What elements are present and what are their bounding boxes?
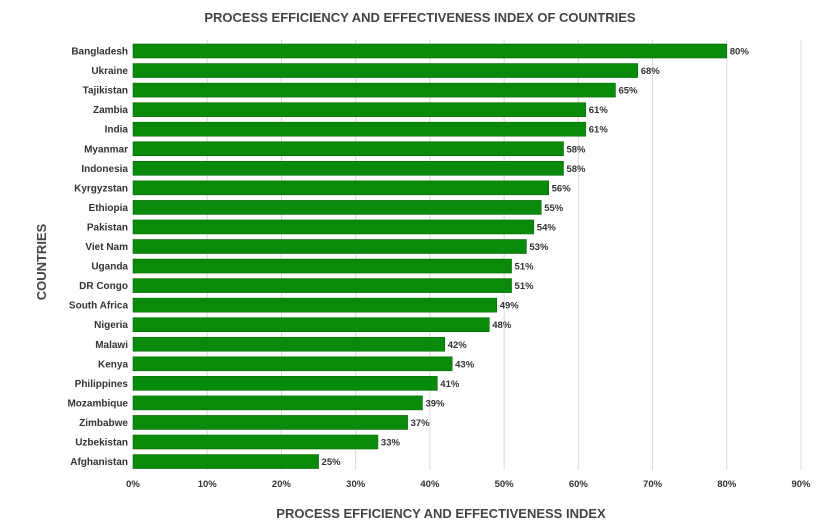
category-label: South Africa — [69, 301, 129, 312]
category-label: Uganda — [91, 262, 128, 273]
bar — [132, 161, 564, 176]
category-label: Mozambique — [67, 398, 128, 409]
bar — [132, 454, 319, 469]
bar — [132, 141, 564, 157]
data-label: 42% — [448, 340, 468, 351]
bar — [132, 82, 616, 98]
bar — [132, 200, 542, 215]
bar — [132, 180, 549, 196]
x-tick-label: 40% — [420, 479, 440, 490]
data-label: 80% — [730, 47, 750, 58]
category-label: Viet Nam — [85, 242, 128, 253]
category-label: Bangladesh — [71, 47, 128, 58]
bar — [132, 102, 587, 117]
category-label: Zambia — [93, 105, 128, 116]
category-label: Pakistan — [87, 222, 128, 233]
category-label: Philippines — [75, 379, 129, 390]
bar — [132, 63, 639, 78]
data-label: 54% — [537, 222, 557, 233]
bar — [132, 258, 512, 274]
data-label: 68% — [641, 66, 661, 77]
data-label: 25% — [322, 457, 342, 468]
category-label: Ethiopia — [89, 203, 129, 214]
y-axis-title: COUNTRIES — [34, 223, 49, 300]
category-label: Tajikistan — [83, 86, 128, 97]
data-label: 58% — [566, 164, 586, 175]
bar — [132, 376, 438, 391]
category-label: Kyrgyzstan — [74, 183, 128, 194]
x-tick-label: 10% — [198, 479, 218, 490]
category-label: Nigeria — [94, 320, 128, 331]
x-axis-title: PROCESS EFFICIENCY AND EFFECTIVENESS IND… — [276, 506, 606, 521]
data-label: 65% — [618, 86, 638, 97]
category-label: Ukraine — [91, 66, 128, 77]
bar — [132, 434, 379, 450]
bar — [132, 219, 535, 235]
data-label: 51% — [515, 281, 535, 292]
category-label: Malawi — [95, 340, 128, 351]
category-label: Kenya — [98, 359, 128, 370]
x-tick-label: 0% — [126, 479, 140, 490]
x-tick-label: 60% — [569, 479, 589, 490]
data-label: 39% — [425, 398, 445, 409]
data-label: 33% — [381, 438, 401, 449]
data-label: 58% — [566, 144, 586, 155]
category-label: DR Congo — [79, 281, 128, 292]
category-label: Afghanistan — [70, 457, 128, 468]
data-label: 53% — [529, 242, 549, 253]
x-tick-label: 80% — [717, 479, 737, 490]
data-label: 55% — [544, 203, 564, 214]
bar — [132, 336, 446, 352]
category-label: Zimbabwe — [79, 418, 128, 429]
bar — [132, 297, 497, 313]
data-label: 48% — [492, 320, 512, 331]
category-label: India — [105, 125, 129, 136]
x-tick-label: 70% — [643, 479, 663, 490]
bar-layer — [132, 43, 728, 469]
data-label: 41% — [440, 379, 460, 390]
chart-title: PROCESS EFFICIENCY AND EFFECTIVENESS IND… — [204, 10, 636, 25]
x-tick-label: 90% — [791, 479, 811, 490]
data-label: 43% — [455, 359, 475, 370]
category-label: Uzbekistan — [75, 438, 128, 449]
data-label: 61% — [589, 125, 609, 136]
bar — [132, 356, 453, 372]
bar — [132, 415, 408, 430]
x-tick-label: 30% — [346, 479, 366, 490]
category-label: Indonesia — [81, 164, 128, 175]
tick-layer: 0% 10% 20% 30% 40% 50% 60% 70% 80% 90% — [126, 479, 811, 490]
bar — [132, 121, 587, 137]
x-tick-label: 20% — [272, 479, 292, 490]
data-label: 49% — [500, 301, 520, 312]
data-label: 37% — [411, 418, 431, 429]
label-layer: Bangladesh 80% Ukraine 68% Tajikistan 65% Zamb… — [67, 47, 749, 469]
bar — [132, 395, 423, 411]
data-label: 61% — [589, 105, 609, 116]
data-label: 56% — [552, 183, 572, 194]
bar — [132, 239, 527, 254]
category-label: Myanmar — [84, 144, 128, 155]
bar — [132, 278, 512, 293]
data-label: 51% — [515, 262, 535, 273]
x-tick-label: 50% — [495, 479, 515, 490]
bar — [132, 317, 490, 333]
bar — [132, 43, 728, 59]
